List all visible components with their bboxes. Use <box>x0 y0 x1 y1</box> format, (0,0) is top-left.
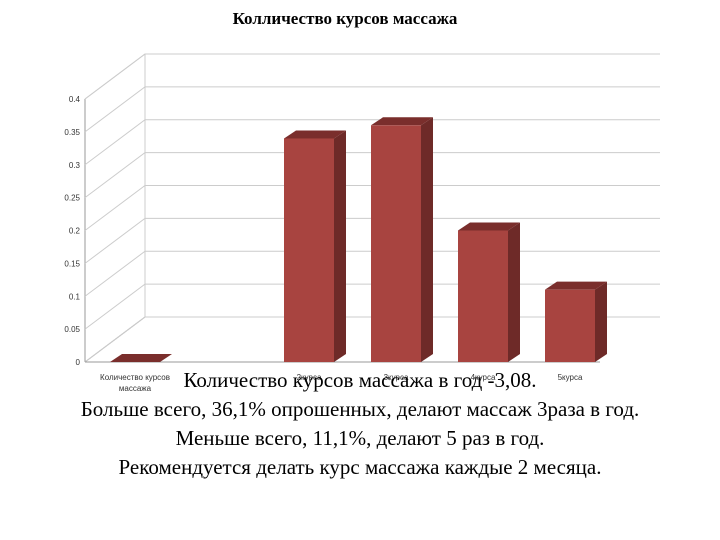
bar-top <box>458 222 520 231</box>
grid-line <box>84 152 660 199</box>
bar-side <box>334 130 346 362</box>
bar-side <box>595 281 607 362</box>
y-tick-label: 0.35 <box>64 128 80 137</box>
y-tick-label: 0.05 <box>64 325 80 334</box>
y-tick-label: 0.25 <box>64 194 80 203</box>
bar-side <box>421 117 433 362</box>
y-tick-label: 0.15 <box>64 259 80 268</box>
y-tick-label: 0.3 <box>69 161 81 170</box>
grid-line <box>84 217 660 264</box>
caption-line: Больше всего, 36,1% опрошенных, делают м… <box>80 397 640 421</box>
grid-line <box>84 86 660 133</box>
chart-title: Колличество курсов массажа <box>233 9 458 28</box>
bar-top <box>110 354 172 362</box>
y-tick-label: 0 <box>76 358 81 367</box>
caption: Количество курсов массажа в год -3,08. Б… <box>0 366 720 482</box>
x-tick-label: 3курса <box>384 373 409 382</box>
bar <box>545 289 595 362</box>
caption-line: Меньше всего, 11,1%, делают 5 раз в год. <box>175 426 545 450</box>
bar <box>284 138 334 362</box>
bar-side <box>508 222 520 362</box>
caption-line: Рекомендуется делать курс массажа каждые… <box>118 455 602 479</box>
x-tick-label: Количество курсов массажа <box>100 373 170 393</box>
x-tick-label: 2курса <box>297 373 322 382</box>
bar-top <box>284 130 346 139</box>
grid-line <box>84 185 660 231</box>
y-tick-label: 0.4 <box>69 95 81 104</box>
x-tick-label: 5курса <box>558 373 583 382</box>
bar-top <box>371 117 433 126</box>
caption-line: Количество курсов массажа в год -3,08. <box>183 368 537 392</box>
y-tick-label: 0.2 <box>69 227 81 236</box>
bar-top <box>545 281 607 290</box>
bar <box>371 125 421 362</box>
grid-line <box>84 119 660 166</box>
y-tick-label: 0.1 <box>69 292 81 301</box>
bar <box>458 230 508 362</box>
grid-line <box>84 53 660 100</box>
x-tick-label: 4курса <box>471 373 496 382</box>
